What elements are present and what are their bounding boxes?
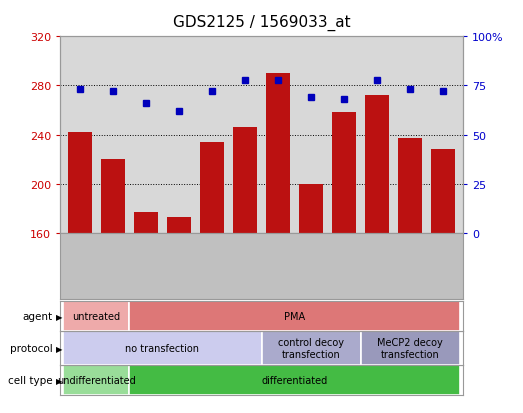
Bar <box>266 74 290 233</box>
Bar <box>63 331 262 366</box>
Text: protocol: protocol <box>9 343 52 353</box>
Bar <box>63 301 130 331</box>
Text: MeCP2 decoy
transfection: MeCP2 decoy transfection <box>377 337 443 359</box>
Bar <box>399 139 422 233</box>
Bar <box>101 160 124 233</box>
Bar <box>262 331 360 366</box>
Bar <box>69 133 92 233</box>
Text: GDS2125 / 1569033_at: GDS2125 / 1569033_at <box>173 14 350 31</box>
Bar <box>366 96 389 233</box>
Bar <box>200 142 223 233</box>
Text: agent: agent <box>22 311 52 321</box>
Text: cell type: cell type <box>8 375 52 385</box>
Bar <box>431 150 454 233</box>
Bar <box>134 213 157 233</box>
Bar <box>233 128 257 233</box>
Bar <box>130 366 460 395</box>
Text: differentiated: differentiated <box>262 375 327 385</box>
Text: PMA: PMA <box>284 311 305 321</box>
Bar <box>167 217 190 233</box>
Bar <box>300 184 323 233</box>
Bar <box>360 331 460 366</box>
Text: ▶: ▶ <box>56 376 62 385</box>
Text: no transfection: no transfection <box>126 343 199 353</box>
Text: ▶: ▶ <box>56 344 62 353</box>
Text: ▶: ▶ <box>56 312 62 321</box>
Text: untreated: untreated <box>72 311 120 321</box>
Bar <box>333 113 356 233</box>
Bar <box>130 301 460 331</box>
Text: control decoy
transfection: control decoy transfection <box>278 337 344 359</box>
Bar <box>63 366 130 395</box>
Text: undifferentiated: undifferentiated <box>57 375 136 385</box>
